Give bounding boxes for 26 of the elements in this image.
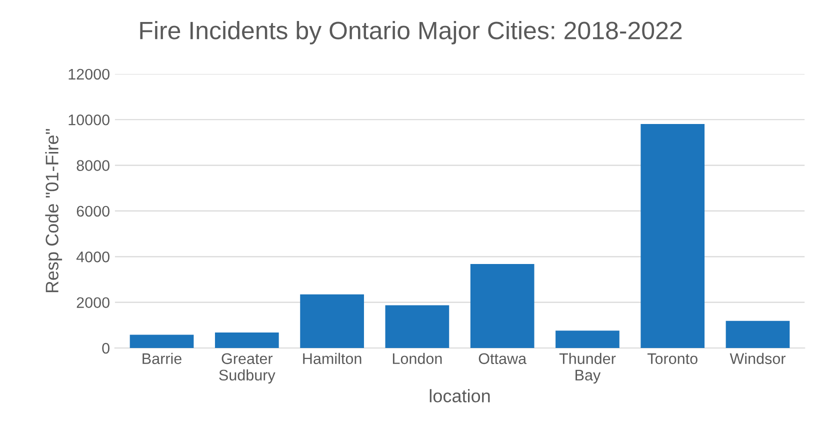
- bar: [385, 305, 450, 348]
- y-tick-label: 8000: [76, 160, 110, 171]
- y-tick-label: 2000: [76, 297, 110, 308]
- bar: [640, 124, 705, 348]
- bar: [726, 320, 790, 348]
- y-tick-label: 10000: [68, 114, 110, 126]
- bar: [556, 330, 620, 348]
- x-tick-label: Ottawa: [478, 353, 527, 364]
- bar: [470, 264, 534, 348]
- x-axis-title: location: [430, 389, 490, 402]
- x-tick-label: Greater Sudbury: [219, 353, 276, 384]
- y-tick-label: 12000: [68, 68, 110, 80]
- chart-title: Fire Incidents by Ontario Major Cities: 2018-2022: [140, 21, 682, 44]
- x-tick-label: Hamilton: [303, 352, 362, 364]
- bar: [130, 334, 194, 348]
- x-tick-label: London: [392, 352, 442, 364]
- x-tick-label: Thunder Bay: [559, 352, 616, 384]
- bar: [214, 332, 279, 348]
- y-axis-title: Resp Code "01-Fire": [45, 129, 62, 292]
- y-tick-label: 6000: [76, 206, 110, 217]
- y-tick-label: 0: [102, 342, 110, 354]
- y-tick-label: 4000: [76, 252, 110, 262]
- x-tick-label: Barrie: [142, 352, 182, 364]
- x-tick-label: Windsor: [730, 352, 786, 364]
- bar: [300, 294, 364, 348]
- x-tick-label: Toronto: [647, 353, 698, 364]
